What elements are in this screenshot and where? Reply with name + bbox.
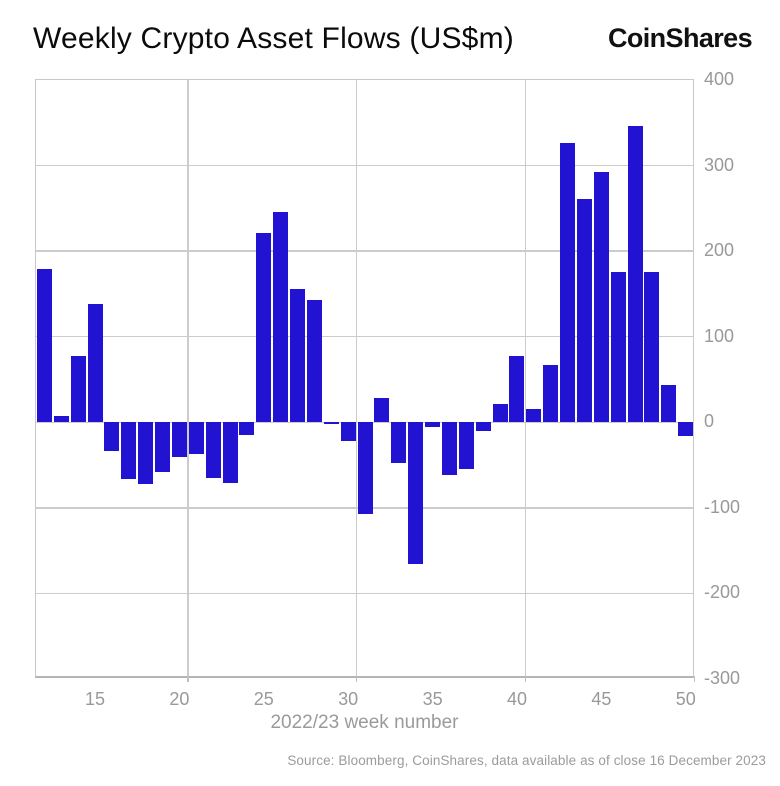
bar-week-49: [661, 385, 677, 423]
bar-week-18: [138, 422, 154, 484]
y-tick-label: 0: [704, 411, 715, 432]
y-tick-label: -200: [704, 582, 741, 603]
x-tick-label: 50: [675, 689, 696, 709]
chart-panel: 400 300 200 100 0 -100 -200 -300 15 20 25 30 35 40 45 5…: [35, 69, 740, 709]
bar-week-29: [323, 422, 339, 425]
bar-week-23: [222, 422, 238, 484]
bar-week-47: [627, 126, 643, 423]
coinshares-logo: CoinShares: [607, 23, 753, 53]
bar-week-15: [87, 304, 103, 423]
bar-week-37: [458, 422, 474, 470]
bar-week-50: [678, 422, 694, 436]
x-tick-label: 15: [85, 689, 106, 709]
bar-week-16: [104, 422, 120, 452]
gridline-v: [524, 80, 527, 676]
x-tick-label: 40: [506, 689, 527, 709]
x-tick-label: 30: [338, 689, 359, 709]
source-note: Source: Bloomberg, CoinShares, data avai…: [287, 753, 766, 768]
x-axis-tick: [187, 676, 189, 682]
bar-week-22: [205, 422, 221, 478]
gridline-h: [36, 250, 693, 252]
x-tick-label: 25: [253, 689, 274, 709]
bar-week-39: [492, 404, 508, 423]
y-tick-label: -100: [704, 496, 741, 517]
chart-title: Weekly Crypto Asset Flows (US$m): [33, 22, 514, 55]
y-tick-label: -300: [704, 668, 741, 689]
bar-week-24: [239, 422, 255, 436]
y-tick-label: 400: [704, 69, 735, 90]
bar-week-35: [425, 422, 441, 427]
gridline-h: [36, 335, 693, 338]
y-tick-label: 200: [704, 240, 735, 261]
bar-week-44: [576, 198, 592, 423]
x-tick-label: 45: [591, 689, 612, 709]
bar-week-32: [374, 398, 390, 423]
bar-week-46: [610, 271, 626, 423]
x-tick-label: 20: [169, 689, 190, 709]
bar-week-27: [290, 288, 306, 423]
bar-week-43: [560, 143, 576, 423]
bar-week-20: [171, 422, 187, 458]
y-tick-label: 300: [704, 154, 735, 175]
bar-week-28: [306, 299, 322, 423]
gridline-h: [36, 592, 693, 595]
x-tick-label: 35: [422, 689, 443, 709]
x-axis-tick: [355, 676, 358, 682]
bar-week-36: [441, 422, 457, 476]
bar-week-41: [526, 409, 542, 423]
x-axis-tick: [524, 676, 527, 682]
bar-week-31: [357, 422, 373, 514]
bar-week-19: [155, 422, 171, 472]
bar-week-42: [543, 364, 559, 423]
gridline-v: [187, 80, 189, 676]
bar-week-12: [36, 269, 52, 423]
bar-week-13: [53, 416, 69, 423]
bar-week-48: [644, 271, 660, 423]
bar-week-34: [408, 422, 424, 565]
gridline-v: [355, 80, 358, 676]
bar-week-14: [70, 355, 86, 423]
bar-week-26: [273, 211, 289, 423]
bar-week-40: [509, 356, 525, 423]
bar-week-21: [188, 422, 204, 454]
y-tick-label: 100: [704, 325, 735, 346]
x-axis-title: 2022/23 week number: [270, 712, 459, 733]
bar-week-38: [475, 422, 491, 431]
bar-week-25: [256, 233, 272, 423]
bar-week-30: [340, 422, 356, 442]
bar-week-45: [593, 171, 609, 423]
bar-week-17: [121, 422, 137, 479]
x-axis-tick: [693, 676, 695, 682]
bar-week-33: [391, 422, 407, 464]
gridline-h: [36, 164, 693, 167]
